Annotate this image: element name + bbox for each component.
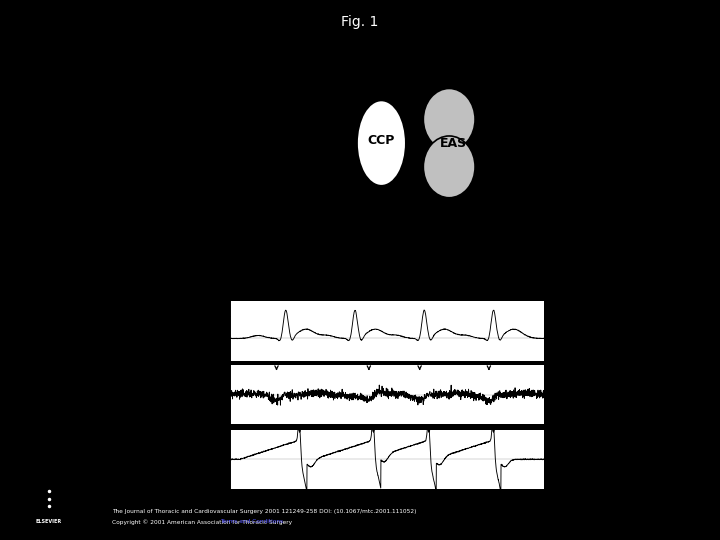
Text: Fig. 1: Fig. 1 [341,15,379,29]
Text: CCP: CCP [368,134,395,147]
Text: Terms and Conditions: Terms and Conditions [220,519,283,524]
Text: CCP: CCP [186,393,211,403]
Text: ms: ms [521,501,534,510]
Text: ELSEVIER: ELSEVIER [35,519,62,524]
Text: EAS: EAS [186,457,211,467]
Text: EAS: EAS [440,137,467,150]
Text: Copyright © 2001 American Association for Thoracic Surgery: Copyright © 2001 American Association fo… [112,519,294,525]
Text: The Journal of Thoracic and Cardiovascular Surgery 2001 121249-258 DOI: (10.1067: The Journal of Thoracic and Cardiovascul… [112,509,416,514]
Ellipse shape [423,89,475,150]
Ellipse shape [357,100,406,186]
Ellipse shape [423,136,475,198]
Text: ECG: ECG [186,329,212,339]
Text: mV: mV [196,284,208,293]
